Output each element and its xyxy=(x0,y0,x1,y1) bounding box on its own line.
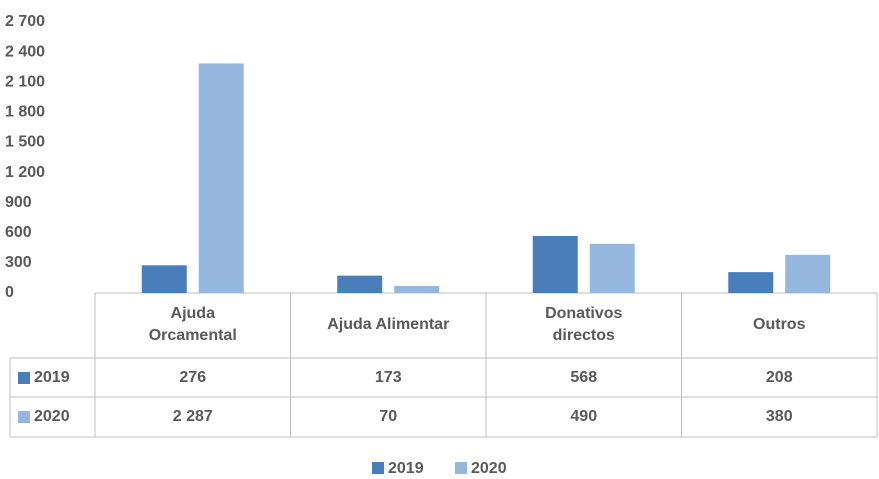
table-value: 276 xyxy=(179,369,206,386)
y-tick-label: 2 100 xyxy=(5,73,45,90)
bar xyxy=(728,272,774,293)
y-tick-label: 2 700 xyxy=(5,13,45,30)
table-legend-key xyxy=(18,411,30,423)
category-label: directos xyxy=(553,327,615,344)
table-value: 173 xyxy=(375,369,402,386)
bar xyxy=(337,275,383,293)
bar xyxy=(394,285,440,293)
table-row-label: 2019 xyxy=(34,369,70,386)
bar xyxy=(785,254,831,293)
y-tick-label: 600 xyxy=(5,224,32,241)
category-label: Outros xyxy=(753,316,806,333)
table-value: 490 xyxy=(570,408,597,425)
y-tick-label: 300 xyxy=(5,254,32,271)
bar xyxy=(141,265,187,293)
y-tick-label: 2 400 xyxy=(5,43,45,60)
category-label: Ajuda Alimentar xyxy=(327,316,449,333)
legend-key xyxy=(455,462,467,474)
y-tick-label: 1 800 xyxy=(5,104,45,121)
table-value: 568 xyxy=(570,369,597,386)
table-value: 208 xyxy=(766,369,793,386)
bar xyxy=(532,235,578,293)
data-table-lines xyxy=(9,292,878,438)
y-tick-label: 1 200 xyxy=(5,164,45,181)
y-tick-label: 1 500 xyxy=(5,134,45,151)
y-tick-label: 0 xyxy=(5,284,14,301)
legend-label: 2020 xyxy=(471,460,507,477)
legend-label: 2019 xyxy=(388,460,424,477)
y-tick-label: 900 xyxy=(5,194,32,211)
category-label: Donativos xyxy=(545,305,622,322)
category-label: Ajuda xyxy=(171,305,216,322)
bar xyxy=(589,243,635,293)
legend-key xyxy=(372,462,384,474)
table-value: 380 xyxy=(766,408,793,425)
table-value: 70 xyxy=(379,408,397,425)
table-value: 2 287 xyxy=(173,408,213,425)
bar xyxy=(198,63,244,293)
category-label: Orcamental xyxy=(149,327,237,344)
table-legend-key xyxy=(18,372,30,384)
table-row-label: 2020 xyxy=(34,408,70,425)
